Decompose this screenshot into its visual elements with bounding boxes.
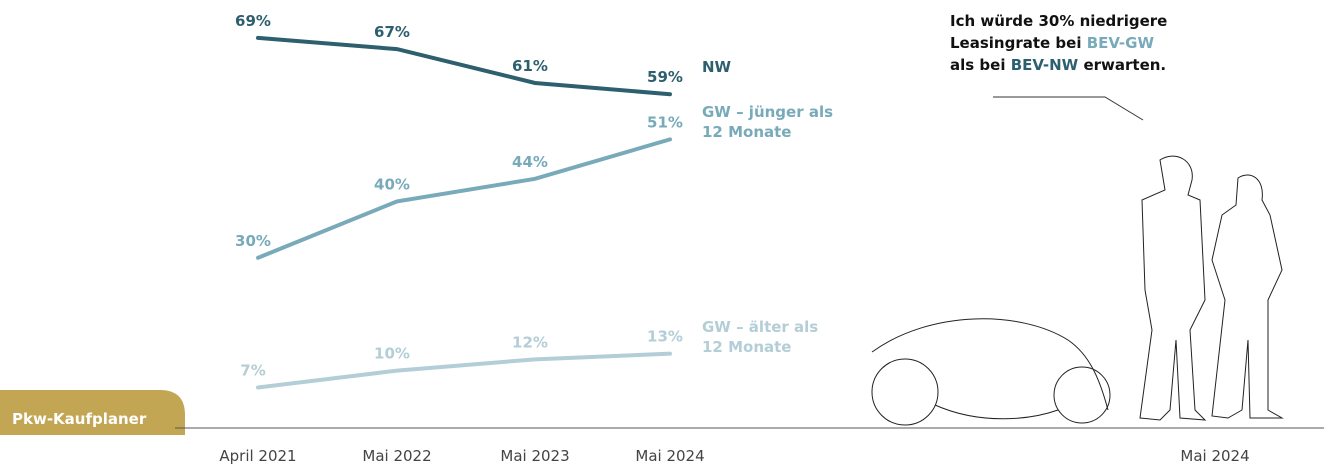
value-label: 44%: [512, 153, 548, 171]
annotation-line: Ich würde 30% niedrigere: [950, 10, 1210, 32]
series-line: [258, 139, 670, 257]
x-tick-label: April 2021: [219, 447, 296, 465]
annotation-text: erwarten.: [1078, 56, 1166, 74]
annotation-text: als bei: [950, 56, 1011, 74]
annotation-text: Ich würde 30% niedrigere: [950, 12, 1167, 30]
value-label: 10%: [374, 345, 410, 363]
figure-label: Mai 2024: [1180, 447, 1249, 465]
x-tick-label: Mai 2023: [500, 447, 569, 465]
value-label: 12%: [512, 333, 548, 351]
value-label: 13%: [647, 328, 683, 346]
series-name: NW: [702, 57, 837, 77]
illustration: [872, 156, 1282, 425]
annotation-text: BEV-GW: [1087, 34, 1154, 52]
x-tick-label: Mai 2024: [635, 447, 704, 465]
page: Pkw-Kaufplaner April 2021 Mai 2022 Mai 202…: [0, 0, 1324, 465]
value-label: 61%: [512, 57, 548, 75]
series-name: GW – älter als 12 Monate: [702, 317, 837, 357]
value-label: 69%: [235, 12, 271, 30]
series-line: [258, 38, 670, 94]
annotation-line: Leasingrate bei BEV-GW: [950, 32, 1210, 54]
x-tick-label: Mai 2022: [362, 447, 431, 465]
annotation-text: Leasingrate bei: [950, 34, 1087, 52]
value-label: 40%: [374, 175, 410, 193]
annotation-line: als bei BEV-NW erwarten.: [950, 54, 1210, 76]
value-label: 30%: [235, 232, 271, 250]
value-label: 59%: [647, 68, 683, 86]
value-label: 7%: [240, 362, 265, 380]
badge-text: Pkw-Kaufplaner: [12, 410, 147, 428]
speech-pointer: [993, 97, 1143, 120]
value-label: 51%: [647, 113, 683, 131]
value-label: 67%: [374, 23, 410, 41]
series-name: GW – jünger als 12 Monate: [702, 102, 837, 142]
series-line: [258, 354, 670, 388]
annotation: Ich würde 30% niedrigere Leasingrate bei …: [950, 10, 1210, 76]
annotation-text: BEV-NW: [1011, 56, 1079, 74]
